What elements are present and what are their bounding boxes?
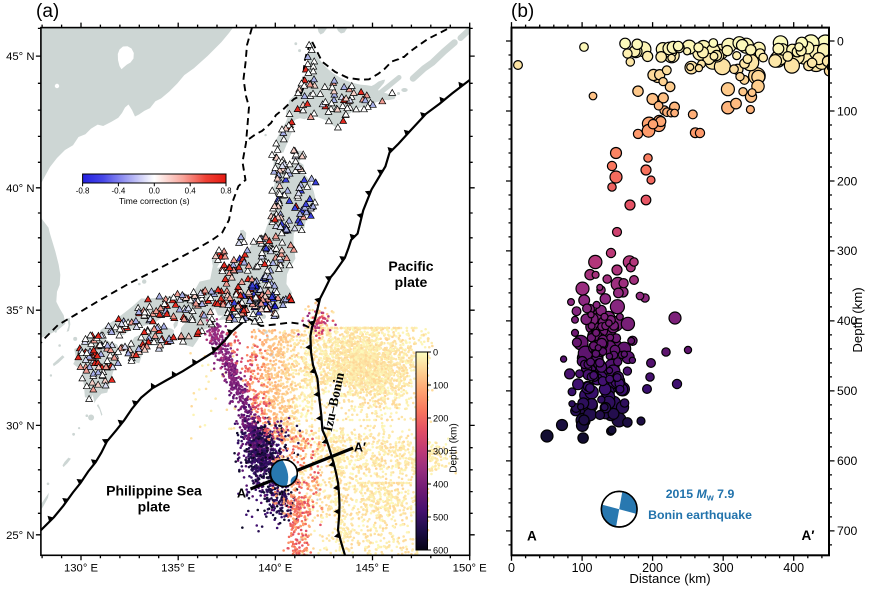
- svg-text:A: A: [237, 487, 246, 501]
- svg-text:(a): (a): [36, 1, 59, 22]
- svg-text:0.4: 0.4: [185, 187, 197, 196]
- svg-text:Distance (km): Distance (km): [629, 571, 710, 586]
- svg-text:25° N: 25° N: [6, 530, 34, 542]
- svg-text:30° N: 30° N: [6, 420, 34, 432]
- svg-text:400: 400: [433, 479, 448, 489]
- svg-text:130° E: 130° E: [64, 563, 99, 575]
- svg-text:100: 100: [433, 380, 448, 390]
- svg-text:Bonin earthquake: Bonin earthquake: [648, 508, 752, 522]
- svg-text:0: 0: [837, 34, 844, 48]
- svg-text:150° E: 150° E: [453, 563, 488, 575]
- svg-text:300: 300: [433, 446, 448, 456]
- svg-text:140° E: 140° E: [258, 563, 293, 575]
- svg-text:Depth (km): Depth (km): [850, 287, 865, 352]
- svg-text:400: 400: [837, 314, 858, 328]
- svg-text:300: 300: [837, 244, 858, 258]
- svg-text:100: 100: [572, 561, 593, 575]
- svg-text:400: 400: [783, 561, 804, 575]
- svg-text:600: 600: [837, 454, 858, 468]
- svg-text:Philippine Sea: Philippine Sea: [106, 483, 202, 499]
- svg-text:45° N: 45° N: [6, 51, 34, 63]
- svg-text:145° E: 145° E: [355, 563, 390, 575]
- svg-text:135° E: 135° E: [161, 563, 196, 575]
- svg-text:0: 0: [433, 347, 438, 357]
- svg-text:100: 100: [837, 104, 858, 118]
- svg-text:0.0: 0.0: [149, 187, 161, 196]
- svg-text:300: 300: [713, 561, 734, 575]
- svg-text:200: 200: [433, 413, 448, 423]
- svg-text:A′: A′: [354, 441, 366, 455]
- svg-text:40° N: 40° N: [6, 183, 34, 195]
- svg-text:(b): (b): [511, 1, 534, 22]
- svg-text:700: 700: [837, 524, 858, 538]
- svg-text:0: 0: [508, 561, 515, 575]
- svg-text:A: A: [527, 529, 537, 544]
- svg-text:Time correction (s): Time correction (s): [119, 196, 190, 206]
- svg-text:2015 Mw 7.9: 2015 Mw 7.9: [666, 487, 735, 502]
- svg-text:Depth (km): Depth (km): [449, 423, 460, 472]
- svg-text:200: 200: [837, 174, 858, 188]
- svg-text:plate: plate: [138, 499, 171, 515]
- svg-text:35° N: 35° N: [6, 305, 34, 317]
- svg-text:500: 500: [433, 512, 448, 522]
- svg-text:-0.4: -0.4: [112, 187, 126, 196]
- svg-text:0.8: 0.8: [220, 187, 232, 196]
- svg-text:plate: plate: [395, 274, 428, 290]
- svg-text:200: 200: [642, 561, 663, 575]
- svg-text:Pacific: Pacific: [388, 258, 433, 274]
- svg-text:A′: A′: [802, 528, 815, 543]
- svg-text:600: 600: [433, 545, 448, 555]
- svg-text:500: 500: [837, 384, 858, 398]
- svg-text:-0.8: -0.8: [76, 187, 90, 196]
